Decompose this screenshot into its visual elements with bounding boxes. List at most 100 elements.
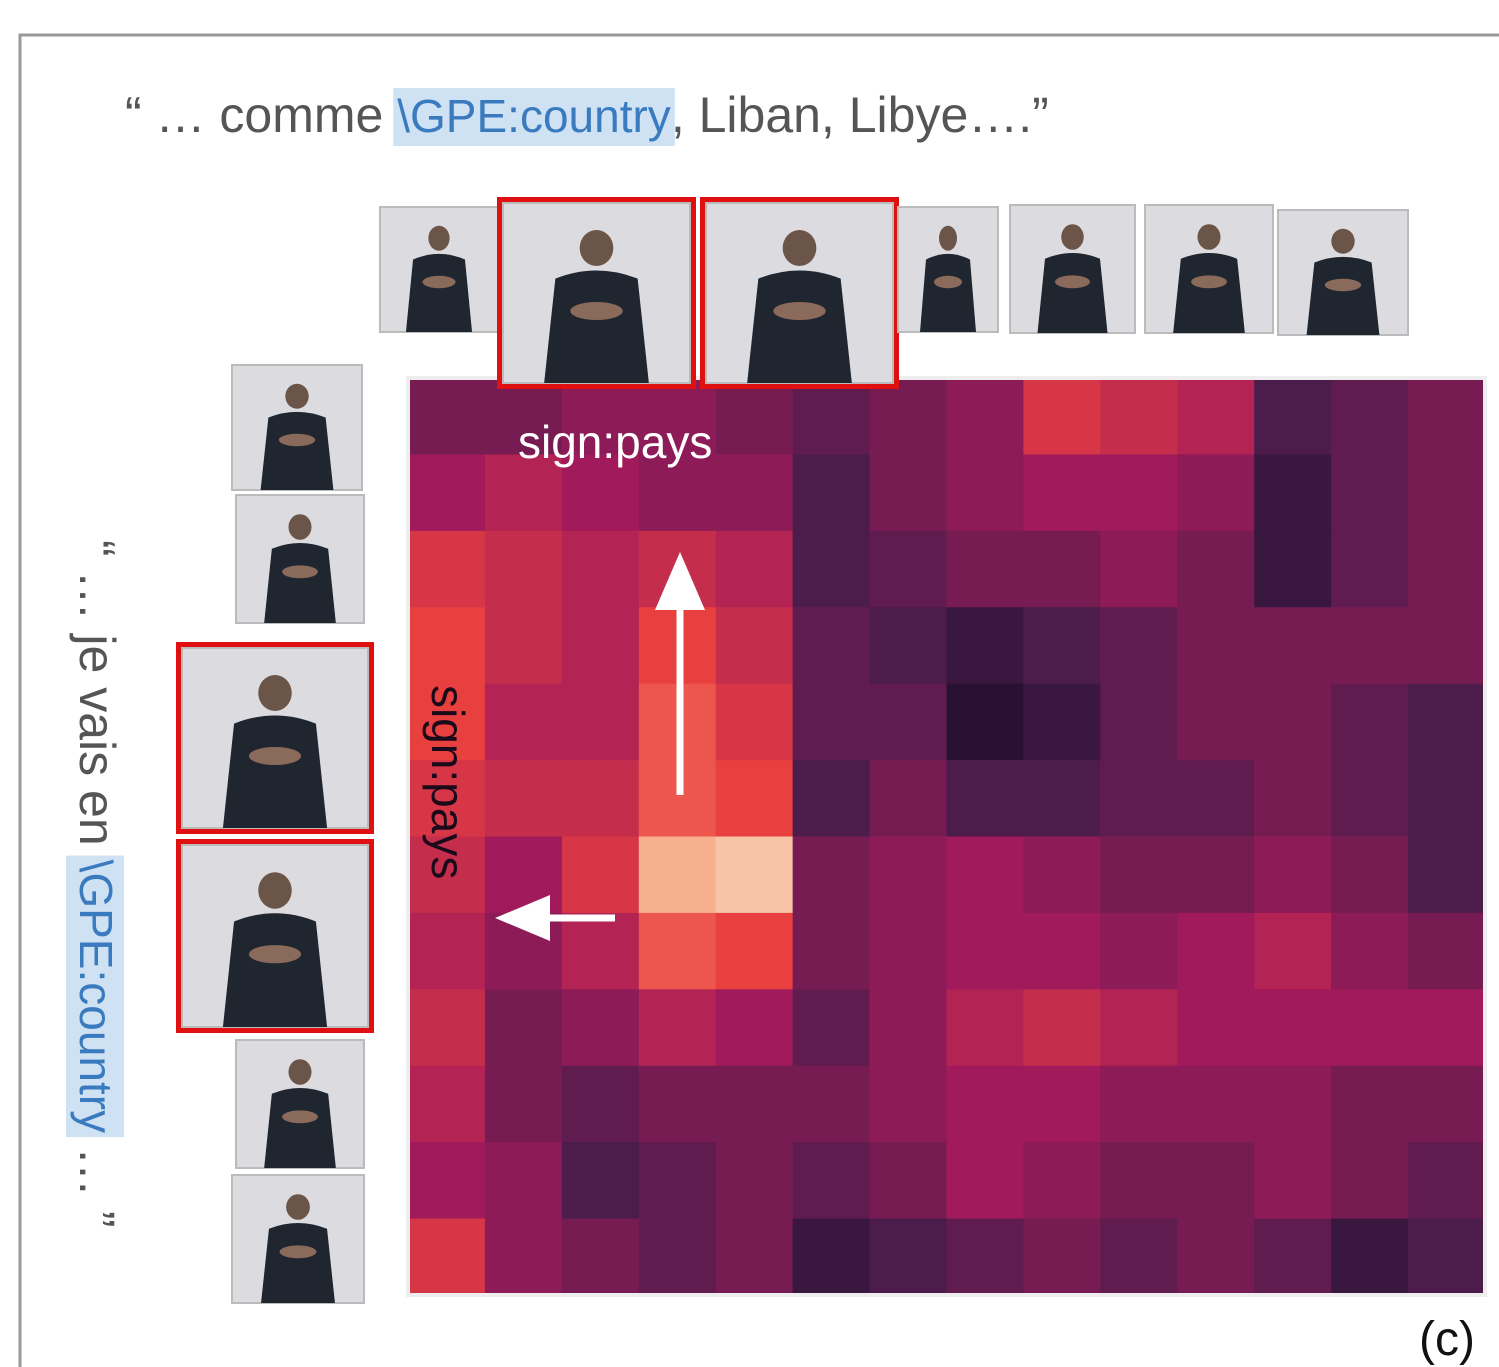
heat-cell bbox=[946, 454, 1024, 532]
heat-cell bbox=[1177, 1065, 1255, 1143]
signer-body bbox=[920, 253, 976, 332]
signer-head bbox=[1061, 224, 1084, 250]
heat-cell bbox=[946, 530, 1024, 608]
heat-cell bbox=[792, 530, 871, 608]
heat-cell bbox=[561, 989, 640, 1067]
video-frame bbox=[1277, 209, 1409, 336]
heat-cell bbox=[561, 836, 640, 914]
heat-cell bbox=[1023, 1218, 1101, 1296]
heat-cell bbox=[1331, 989, 1409, 1067]
heat-cell bbox=[1254, 378, 1332, 455]
heat-cell bbox=[1100, 912, 1178, 990]
heat-cell bbox=[792, 760, 871, 837]
video-frame bbox=[379, 206, 499, 333]
video-frame bbox=[700, 197, 899, 389]
heat-cell bbox=[1408, 607, 1486, 685]
heat-cell bbox=[1408, 454, 1486, 532]
heat-cell bbox=[1023, 912, 1101, 990]
heat-cell bbox=[638, 1065, 717, 1143]
heat-cell bbox=[869, 760, 947, 837]
signer-hands bbox=[1191, 275, 1227, 289]
signer-hands bbox=[282, 1110, 318, 1124]
signer-hands bbox=[248, 747, 302, 765]
heat-cell bbox=[561, 683, 640, 761]
signer-hands bbox=[282, 565, 318, 579]
heat-cell bbox=[792, 1218, 871, 1296]
heat-cell bbox=[1100, 530, 1178, 608]
heat-cell bbox=[1331, 454, 1409, 532]
heat-cell bbox=[715, 912, 794, 990]
heat-cell bbox=[484, 1065, 563, 1143]
heat-cell bbox=[408, 1142, 486, 1220]
heat-cell bbox=[1331, 530, 1409, 608]
heat-cell bbox=[484, 378, 563, 455]
heat-cell bbox=[1331, 912, 1409, 990]
heat-cell bbox=[715, 607, 794, 685]
signer-head bbox=[288, 1059, 312, 1085]
heat-cell bbox=[792, 836, 871, 914]
heat-cell bbox=[408, 683, 486, 761]
heat-cell bbox=[1023, 530, 1101, 608]
heat-cell bbox=[1177, 378, 1255, 455]
heat-cell bbox=[638, 836, 717, 914]
signer-hands bbox=[1324, 278, 1362, 292]
heat-cell bbox=[869, 378, 947, 455]
heat-cell bbox=[1331, 836, 1409, 914]
heat-cell bbox=[715, 683, 794, 761]
heat-cell bbox=[1254, 454, 1332, 532]
heat-cell bbox=[1331, 1218, 1409, 1296]
heat-cell bbox=[484, 530, 563, 608]
heat-cell bbox=[869, 836, 947, 914]
signer-body bbox=[222, 913, 328, 1027]
heat-cell bbox=[1100, 1065, 1178, 1143]
heat-cell bbox=[1100, 760, 1178, 837]
entity-highlight bbox=[66, 855, 124, 1138]
heat-cell bbox=[946, 1065, 1024, 1143]
heat-cell bbox=[561, 1065, 640, 1143]
signer-hands bbox=[278, 433, 316, 447]
heat-cell bbox=[484, 454, 563, 532]
heat-cell bbox=[408, 989, 486, 1067]
heat-cell bbox=[408, 378, 486, 455]
heat-cell bbox=[561, 1218, 640, 1296]
signer-body bbox=[1306, 256, 1380, 335]
signer-body bbox=[1173, 253, 1245, 333]
sign-label: sign:pays bbox=[422, 685, 474, 879]
entity-highlight bbox=[393, 88, 675, 146]
quote-text: “ … comme bbox=[125, 87, 397, 143]
heat-cell bbox=[946, 607, 1024, 685]
sign-label: sign:pays bbox=[518, 416, 712, 468]
heat-cell bbox=[484, 607, 563, 685]
video-frame bbox=[1009, 204, 1136, 334]
heat-cell bbox=[408, 530, 486, 608]
quote-text: , Liban, Libye….” bbox=[671, 87, 1049, 143]
heat-cell bbox=[1408, 378, 1486, 455]
heat-cell bbox=[1023, 607, 1101, 685]
heat-cell bbox=[1254, 1142, 1332, 1220]
heat-cell bbox=[1331, 760, 1409, 837]
top-quote: “ … comme \GPE:country, Liban, Libye….” bbox=[125, 87, 1049, 143]
heat-cell bbox=[869, 683, 947, 761]
side-quote: “ … je vais en \GPE:country … ” bbox=[69, 540, 125, 1228]
heat-cell bbox=[946, 760, 1024, 837]
heat-cell bbox=[1023, 1142, 1101, 1220]
heat-cell bbox=[1023, 378, 1101, 455]
video-frame bbox=[1144, 204, 1274, 334]
heat-cell bbox=[638, 1218, 717, 1296]
heat-cell bbox=[484, 683, 563, 761]
heat-cell bbox=[408, 912, 486, 990]
heat-cell bbox=[1331, 683, 1409, 761]
heat-cell bbox=[1177, 989, 1255, 1067]
heat-cell bbox=[561, 912, 640, 990]
signer-head bbox=[288, 514, 312, 540]
signer-hands bbox=[934, 275, 962, 289]
heat-cell bbox=[561, 1142, 640, 1220]
heat-cell bbox=[1254, 683, 1332, 761]
signer-head bbox=[579, 230, 614, 266]
heat-cell bbox=[1177, 607, 1255, 685]
video-frame bbox=[176, 839, 374, 1033]
signer-head bbox=[258, 872, 292, 909]
heat-cell bbox=[715, 1218, 794, 1296]
heat-cell bbox=[561, 530, 640, 608]
video-frame bbox=[231, 364, 363, 491]
